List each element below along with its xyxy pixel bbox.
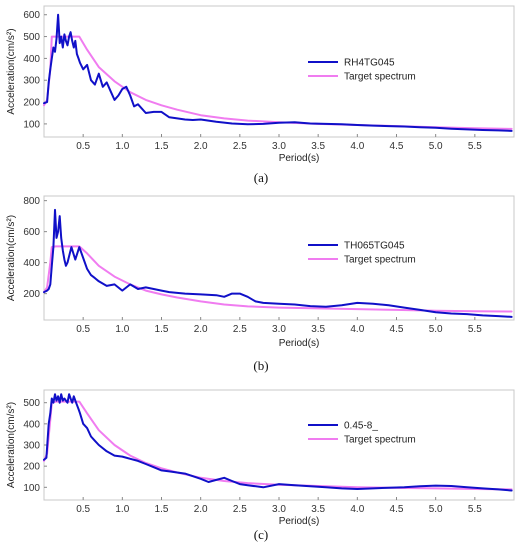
y-tick-label: 300 <box>23 441 40 452</box>
y-tick-label: 300 <box>23 76 40 87</box>
x-tick-label: 1.0 <box>115 141 129 152</box>
x-axis-label: Period(s) <box>279 516 320 527</box>
x-tick-label: 1.5 <box>155 324 169 335</box>
x-tick-label: 4.5 <box>390 324 404 335</box>
series-line-target <box>43 400 513 491</box>
y-axis-label: Acceleration(cm/s²) <box>6 215 17 301</box>
x-tick-label: 2.5 <box>233 504 247 515</box>
x-axis-label: Period(s) <box>279 153 320 164</box>
y-tick-label: 400 <box>23 419 40 430</box>
panel-caption: (c) <box>254 527 268 542</box>
series-line-record <box>43 208 513 318</box>
x-tick-label: 5.5 <box>468 324 482 335</box>
series-line-record <box>43 393 513 492</box>
x-tick-label: 2.0 <box>194 141 208 152</box>
y-tick-label: 500 <box>23 32 40 43</box>
x-tick-label: 4.5 <box>390 141 404 152</box>
legend-label: 0.45-8_ <box>344 421 378 432</box>
x-tick-label: 5.5 <box>468 504 482 515</box>
x-tick-label: 4.5 <box>390 504 404 515</box>
x-tick-label: 5.5 <box>468 141 482 152</box>
series-line-target <box>43 35 513 130</box>
y-tick-label: 500 <box>23 398 40 409</box>
x-tick-label: 3.5 <box>311 504 325 515</box>
x-tick-label: 2.0 <box>194 324 208 335</box>
panel-caption: (b) <box>253 358 268 373</box>
legend-label: TH065TG045 <box>344 241 405 252</box>
x-tick-label: 5.0 <box>429 324 443 335</box>
x-tick-label: 5.0 <box>429 141 443 152</box>
y-tick-label: 200 <box>23 289 40 300</box>
chart-panel-2: 0.5 1.0 1.5 2.0 2.5 3.0 3.5 4.0 4.5 5.0 5.5 100 200 3… <box>6 389 515 542</box>
y-tick-label: 400 <box>23 258 40 269</box>
plot-frame <box>43 5 515 138</box>
x-tick-label: 3.0 <box>272 324 286 335</box>
y-axis-label: Acceleration(cm/s²) <box>6 28 17 114</box>
x-tick-label: 4.0 <box>350 324 364 335</box>
y-tick-label: 800 <box>23 196 40 207</box>
x-tick-label: 1.5 <box>155 141 169 152</box>
y-tick-label: 600 <box>23 10 40 21</box>
x-tick-label: 0.5 <box>76 324 90 335</box>
y-tick-label: 200 <box>23 462 40 473</box>
chart-panel-0: 0.5 1.0 1.5 2.0 2.5 3.0 3.5 4.0 4.5 5.0 5.5 100 200 3… <box>6 5 515 185</box>
x-tick-label: 0.5 <box>76 504 90 515</box>
y-tick-label: 400 <box>23 54 40 65</box>
x-tick-label: 3.0 <box>272 141 286 152</box>
x-tick-label: 3.0 <box>272 504 286 515</box>
y-tick-label: 100 <box>23 483 40 494</box>
series-line-record <box>43 13 513 132</box>
x-axis-label: Period(s) <box>279 338 320 349</box>
x-tick-label: 2.5 <box>233 141 247 152</box>
y-tick-label: 200 <box>23 98 40 109</box>
x-tick-label: 5.0 <box>429 504 443 515</box>
x-tick-label: 4.0 <box>350 504 364 515</box>
legend-label: RH4TG045 <box>344 58 395 69</box>
x-tick-label: 1.0 <box>115 324 129 335</box>
panel-caption: (a) <box>254 170 268 185</box>
plot-frame <box>43 195 515 321</box>
x-tick-label: 1.5 <box>155 504 169 515</box>
x-tick-label: 1.0 <box>115 504 129 515</box>
chart-panel-1: 0.5 1.0 1.5 2.0 2.5 3.0 3.5 4.0 4.5 5.0 5.5 200 400 6… <box>6 195 515 373</box>
y-axis-label: Acceleration(cm/s²) <box>6 402 17 488</box>
x-tick-label: 2.0 <box>194 504 208 515</box>
legend-label: Target spectrum <box>344 435 416 446</box>
x-tick-label: 3.5 <box>311 141 325 152</box>
y-tick-label: 100 <box>23 119 40 130</box>
x-tick-label: 4.0 <box>350 141 364 152</box>
y-tick-label: 600 <box>23 227 40 238</box>
x-tick-label: 3.5 <box>311 324 325 335</box>
legend-label: Target spectrum <box>344 255 416 266</box>
legend-label: Target spectrum <box>344 72 416 83</box>
series-line-target <box>43 245 513 313</box>
x-tick-label: 0.5 <box>76 141 90 152</box>
x-tick-label: 2.5 <box>233 324 247 335</box>
